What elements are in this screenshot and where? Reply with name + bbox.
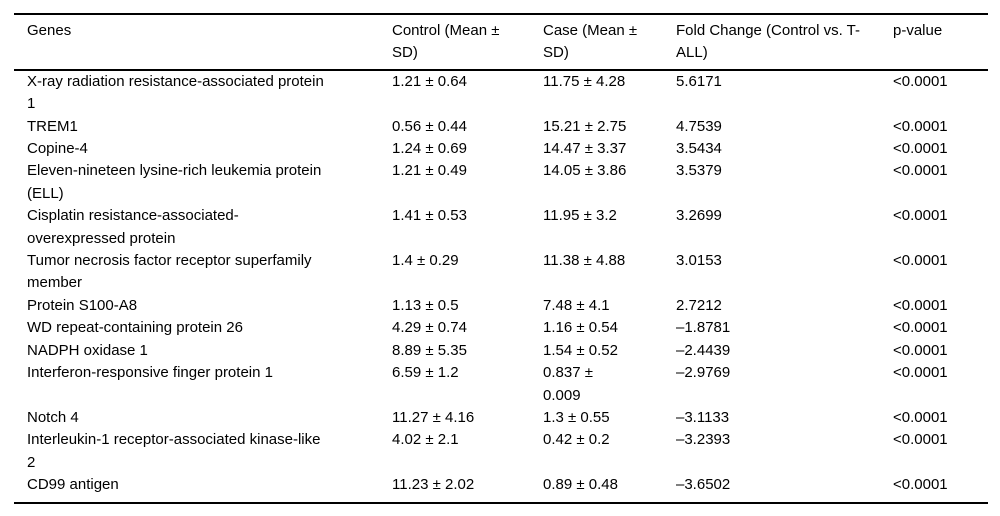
table-row: TREM1 0.56 ± 0.44 15.21 ± 2.75 4.7539 <0… xyxy=(14,116,988,138)
fold-change-cell: 4.7539 xyxy=(676,117,722,135)
table-row: WD repeat-containing protein 26 4.29 ± 0… xyxy=(14,317,988,339)
column-header-case: Case (Mean ± SD) xyxy=(543,14,676,71)
gene-expression-table: Genes Control (Mean ± SD) Case (Mean ± S… xyxy=(14,13,988,504)
fold-change-cell: 3.0153 xyxy=(676,252,722,270)
control-cell: 1.4 ± 0.29 xyxy=(392,252,459,270)
p-value-cell: <0.0001 xyxy=(893,162,948,180)
gene-cell: TREM1 xyxy=(27,117,78,135)
control-cell: 4.29 ± 0.74 xyxy=(392,319,467,337)
gene-cell: X-ray radiation resistance-associated pr… xyxy=(27,72,324,113)
gene-cell: Cisplatin resistance-associated- overexp… xyxy=(27,207,239,247)
gene-cell: Interferon-responsive finger protein 1 xyxy=(27,364,273,382)
table-row: NADPH oxidase 1 8.89 ± 5.35 1.54 ± 0.52 … xyxy=(14,340,988,362)
control-cell: 0.56 ± 0.44 xyxy=(392,117,467,135)
control-cell: 4.02 ± 2.1 xyxy=(392,431,459,449)
p-value-cell: <0.0001 xyxy=(893,476,948,494)
column-header-fold-change: Fold Change (Control vs. T- ALL) xyxy=(676,14,893,71)
table-row: Cisplatin resistance-associated- overexp… xyxy=(14,205,988,250)
table-row: Eleven-nineteen lysine-rich leukemia pro… xyxy=(14,160,988,205)
table-row: Tumor necrosis factor receptor superfami… xyxy=(14,250,988,295)
table-header-row: Genes Control (Mean ± SD) Case (Mean ± S… xyxy=(14,14,988,71)
p-value-cell: <0.0001 xyxy=(893,364,948,382)
table-row: Notch 4 11.27 ± 4.16 1.3 ± 0.55 –3.1133 … xyxy=(14,407,988,429)
case-cell: 1.3 ± 0.55 xyxy=(543,408,610,426)
gene-cell: WD repeat-containing protein 26 xyxy=(27,319,243,337)
table-row: Interferon-responsive finger protein 1 6… xyxy=(14,362,988,407)
case-cell: 1.54 ± 0.52 xyxy=(543,341,618,359)
control-cell: 8.89 ± 5.35 xyxy=(392,341,467,359)
p-value-cell: <0.0001 xyxy=(893,207,948,225)
p-value-cell: <0.0001 xyxy=(893,319,948,337)
control-cell: 1.13 ± 0.5 xyxy=(392,296,459,314)
case-cell: 14.05 ± 3.86 xyxy=(543,162,627,180)
table-row: Interleukin-1 receptor-associated kinase… xyxy=(14,429,988,474)
fold-change-cell: –2.9769 xyxy=(676,364,731,382)
case-cell: 0.42 ± 0.2 xyxy=(543,431,610,449)
case-cell: 0.837 ± 0.009 xyxy=(543,364,593,404)
case-cell: 11.75 ± 4.28 xyxy=(543,72,626,90)
p-value-cell: <0.0001 xyxy=(893,408,948,426)
fold-change-cell: 3.5434 xyxy=(676,140,722,158)
case-cell: 11.95 ± 3.2 xyxy=(543,207,617,225)
case-cell: 14.47 ± 3.37 xyxy=(543,140,627,158)
gene-cell: Notch 4 xyxy=(27,408,79,426)
fold-change-cell: 3.5379 xyxy=(676,162,722,180)
p-value-cell: <0.0001 xyxy=(893,296,948,314)
case-cell: 7.48 ± 4.1 xyxy=(543,296,610,314)
p-value-cell: <0.0001 xyxy=(893,431,948,449)
table-row: CD99 antigen 11.23 ± 2.02 0.89 ± 0.48 –3… xyxy=(14,474,988,502)
fold-change-cell: –1.8781 xyxy=(676,319,731,337)
gene-cell: Tumor necrosis factor receptor superfami… xyxy=(27,252,312,292)
fold-change-cell: –2.4439 xyxy=(676,341,731,359)
gene-cell: NADPH oxidase 1 xyxy=(27,341,148,359)
control-cell: 1.21 ± 0.49 xyxy=(392,162,467,180)
case-cell: 15.21 ± 2.75 xyxy=(543,117,627,135)
gene-cell: Protein S100-A8 xyxy=(27,296,138,314)
case-cell: 1.16 ± 0.54 xyxy=(543,319,618,337)
table-row: X-ray radiation resistance-associated pr… xyxy=(14,70,988,116)
fold-change-cell: 2.7212 xyxy=(676,296,722,314)
gene-cell: Interleukin-1 receptor-associated kinase… xyxy=(27,431,321,471)
p-value-cell: <0.0001 xyxy=(893,252,948,270)
gene-cell: Eleven-nineteen lysine-rich leukemia pro… xyxy=(27,162,322,202)
control-cell: 11.23 ± 2.02 xyxy=(392,476,475,494)
gene-cell: Copine-4 xyxy=(27,140,88,158)
column-header-p-value: p-value xyxy=(893,14,988,71)
control-cell: 6.59 ± 1.2 xyxy=(392,364,459,382)
fold-change-cell: 5.6171 xyxy=(676,72,722,90)
column-header-genes: Genes xyxy=(14,14,392,71)
control-cell: 1.41 ± 0.53 xyxy=(392,207,467,225)
table-row: Copine-4 1.24 ± 0.69 14.47 ± 3.37 3.5434… xyxy=(14,138,988,160)
fold-change-cell: –3.2393 xyxy=(676,431,731,449)
column-header-control: Control (Mean ± SD) xyxy=(392,14,543,71)
fold-change-cell: 3.2699 xyxy=(676,207,722,225)
fold-change-cell: –3.6502 xyxy=(676,476,731,494)
table-row: Protein S100-A8 1.13 ± 0.5 7.48 ± 4.1 2.… xyxy=(14,295,988,317)
p-value-cell: <0.0001 xyxy=(893,140,948,158)
fold-change-cell: –3.1133 xyxy=(676,408,730,426)
case-cell: 11.38 ± 4.88 xyxy=(543,252,626,270)
p-value-cell: <0.0001 xyxy=(893,117,948,135)
gene-cell: CD99 antigen xyxy=(27,476,119,494)
case-cell: 0.89 ± 0.48 xyxy=(543,476,618,494)
control-cell: 1.21 ± 0.64 xyxy=(392,72,467,90)
control-cell: 11.27 ± 4.16 xyxy=(392,408,475,426)
control-cell: 1.24 ± 0.69 xyxy=(392,140,467,158)
p-value-cell: <0.0001 xyxy=(893,341,948,359)
p-value-cell: <0.0001 xyxy=(893,72,948,90)
